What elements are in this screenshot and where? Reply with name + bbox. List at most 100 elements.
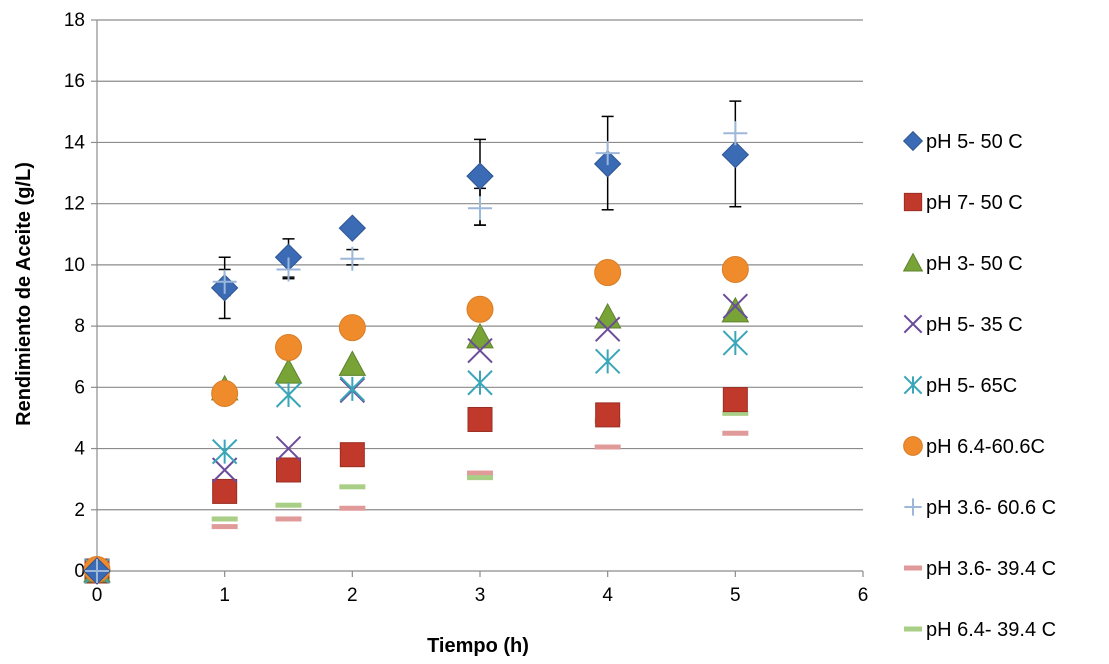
marker-plus (340, 246, 365, 271)
y-tick-label: 2 (74, 500, 85, 521)
legend-label: pH 3.6- 39.4 C (926, 558, 1056, 580)
legend: pH 5- 50 C pH 7- 50 C pH 3- 50 C pH 5- 35 C… (902, 130, 1056, 641)
marker-diamond (902, 130, 924, 152)
legend-label: pH 7- 50 C (926, 192, 1023, 214)
marker-dash (339, 484, 366, 490)
legend-marker-dash (904, 626, 922, 632)
x-tick-label: 6 (858, 585, 869, 606)
marker-square (903, 192, 923, 212)
marker-dash (467, 475, 493, 481)
marker-circle (903, 436, 923, 456)
marker-asterisk (467, 370, 493, 396)
marker-dash (722, 430, 749, 436)
y-tick-label: 0 (74, 561, 85, 582)
marker-asterisk (339, 376, 366, 402)
legend-item: pH 7- 50 C (903, 192, 1023, 214)
marker-circle (275, 334, 302, 362)
gridlines (97, 19, 863, 511)
marker-circle (594, 259, 622, 287)
legend-label: pH 6.4- 39.4 C (926, 619, 1056, 641)
marker-asterisk (594, 348, 621, 375)
y-tick-label: 14 (64, 132, 86, 153)
marker-square (212, 478, 238, 504)
marker-x (903, 314, 923, 334)
marker-circle (721, 255, 749, 283)
legend-label: pH 5- 65C (926, 375, 1017, 397)
legend-label: pH 3.6- 60.6 C (926, 497, 1056, 519)
marker-triangle (593, 302, 622, 329)
y-tick-label: 4 (74, 439, 85, 460)
x-tick-label: 1 (219, 585, 230, 606)
marker-x (467, 337, 493, 364)
marker-dash (275, 502, 302, 508)
marker-triangle (721, 296, 750, 323)
marker-asterisk (211, 438, 238, 465)
marker-plus (276, 257, 301, 282)
x-tick-label: 4 (602, 585, 613, 606)
marker-diamond (466, 162, 494, 190)
marker-dash (722, 410, 749, 416)
legend-item: pH 3.6- 60.6 C (904, 497, 1056, 519)
y-tick-label: 6 (74, 377, 85, 398)
marker-x (722, 293, 749, 319)
legend-item: pH 6.4-60.6C (903, 436, 1045, 458)
x-tick-label: 5 (730, 585, 741, 606)
legend-item: pH 6.4- 39.4 C (904, 619, 1056, 641)
y-tick-label: 12 (64, 194, 85, 215)
legend-label: pH 3- 50 C (926, 253, 1023, 275)
legend-item: pH 5- 65C (903, 375, 1017, 397)
marker-dash (339, 505, 366, 511)
marker-circle (211, 379, 239, 407)
marker-asterisk (722, 330, 749, 356)
marker-asterisk (903, 375, 923, 395)
y-tick-label: 16 (64, 71, 85, 92)
legend-item: pH 5- 35 C (903, 314, 1023, 336)
marker-diamond (721, 140, 750, 169)
y-axis-title: Rendimiento de Aceite (g/L) (13, 162, 35, 426)
legend-item: pH 5- 50 C (902, 130, 1023, 153)
marker-x (594, 316, 621, 342)
marker-square (467, 406, 493, 432)
marker-dash (211, 524, 238, 530)
marker-x (275, 435, 302, 462)
marker-square (722, 387, 748, 413)
legend-label: pH 6.4-60.6C (926, 436, 1045, 458)
data-points (83, 121, 750, 585)
y-tick-label: 10 (64, 255, 85, 276)
marker-plus (595, 141, 620, 166)
marker-plus (212, 269, 237, 294)
marker-dash (467, 470, 493, 476)
marker-circle (338, 314, 366, 342)
legend-marker-dash (904, 565, 922, 571)
marker-triangle (338, 350, 367, 376)
x-tick-label: 0 (92, 585, 103, 606)
legend-label: pH 5- 50 C (926, 131, 1023, 153)
marker-x (211, 457, 238, 483)
marker-dash (275, 516, 302, 522)
x-tick-label: 2 (347, 585, 358, 606)
marker-asterisk (275, 382, 302, 408)
legend-item: pH 3.6- 39.4 C (904, 558, 1056, 580)
marker-triangle (466, 322, 494, 349)
legend-label: pH 5- 35 C (926, 314, 1023, 336)
axes (91, 19, 864, 577)
marker-triangle (902, 252, 924, 272)
marker-circle (466, 295, 494, 323)
marker-square (276, 457, 301, 483)
x-tick-label: 3 (475, 585, 486, 606)
marker-plus (468, 196, 492, 221)
marker-plus (85, 559, 109, 583)
marker-square (339, 442, 365, 468)
marker-dash (211, 516, 238, 522)
y-tick-label: 18 (64, 10, 85, 31)
marker-diamond (338, 214, 367, 242)
marker-triangle (274, 357, 303, 384)
legend-item: pH 3- 50 C (902, 252, 1023, 275)
x-axis-title: Tiempo (h) (427, 635, 529, 657)
marker-plus (723, 121, 748, 146)
y-tick-label: 8 (74, 316, 85, 337)
marker-dash (594, 444, 621, 450)
marker-square (595, 402, 621, 428)
